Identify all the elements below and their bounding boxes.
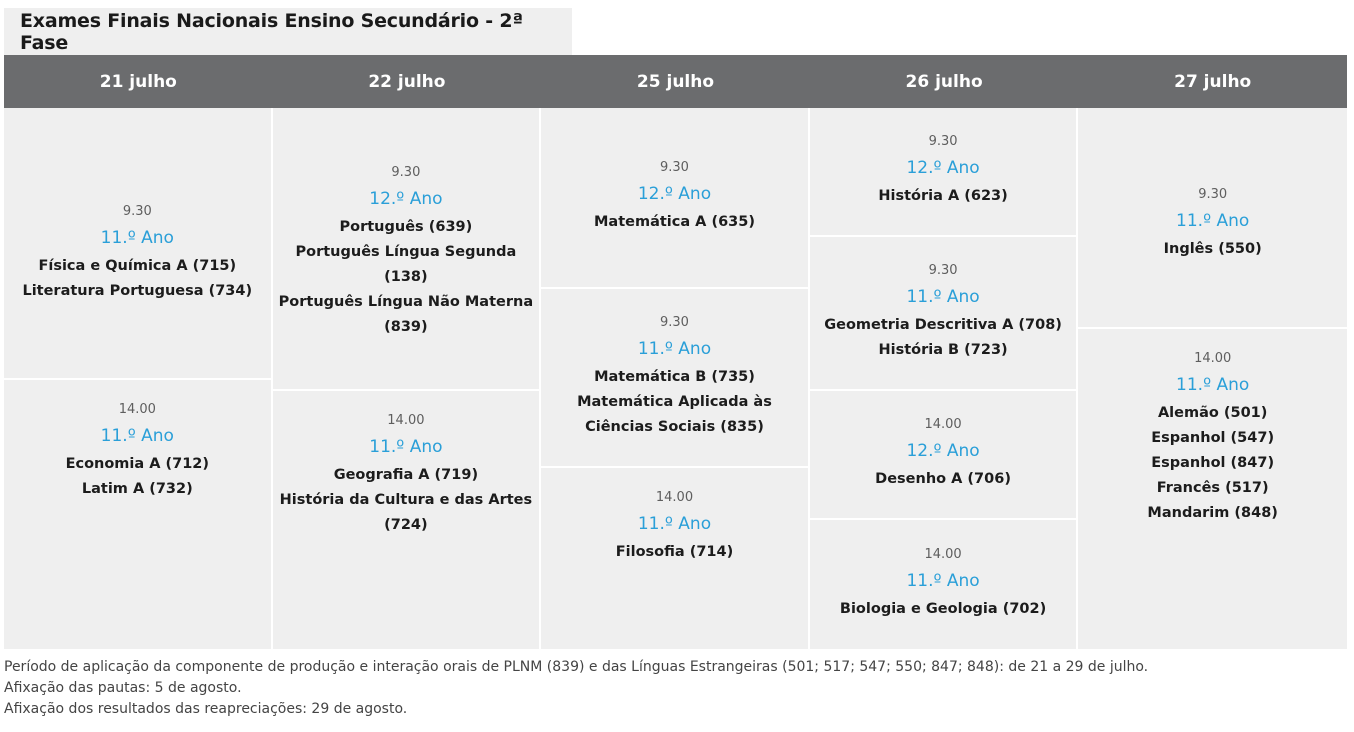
date-header-21: 21 julho	[99, 71, 177, 92]
slot-year: 11.º Ano	[906, 571, 980, 591]
subject: Desenho A (706)	[875, 471, 1011, 487]
subject: História da Cultura e das Artes	[279, 492, 533, 508]
slot-year: 11.º Ano	[637, 339, 712, 359]
page-title: Exames Finais Nacionais Ensino Secundári…	[4, 8, 572, 55]
exam-slot: 9.30 12.º Ano Matemática A (635)	[541, 108, 808, 289]
subject: Matemática Aplicada às	[577, 394, 772, 410]
slot-time: 9.30	[660, 160, 689, 175]
slot-year: 11.º Ano	[369, 437, 443, 457]
slot-year: 12.º Ano	[637, 184, 712, 204]
slot-year: 11.º Ano	[1176, 375, 1250, 395]
exam-slot: 14.00 11.º Ano Geografia A (719) Históri…	[272, 391, 540, 649]
day-column-26: 9.30 12.º Ano História A (623) 9.30 11.º…	[809, 108, 1079, 649]
slot-time: 14.00	[924, 417, 962, 432]
slot-time: 14.00	[924, 547, 962, 562]
subject: História B (723)	[878, 342, 1008, 358]
exam-slot: 9.30 12.º Ano História A (623)	[809, 108, 1077, 237]
exam-slot: 9.30 11.º Ano Geometria Descritiva A (70…	[809, 237, 1077, 391]
slot-time: 14.00	[655, 490, 694, 505]
subject: Português Língua Segunda (138)	[295, 244, 517, 285]
slot-year: 11.º Ano	[1176, 211, 1250, 231]
exam-slot: 14.00 11.º Ano Biologia e Geologia (702)	[809, 520, 1077, 649]
subject: Geografia A (719)	[333, 467, 479, 483]
slot-time: 14.00	[1194, 351, 1232, 366]
subject: Inglês (550)	[1163, 241, 1262, 257]
footnote: Afixação dos resultados das reapreciaçõe…	[4, 701, 408, 717]
exam-slot: 14.00 11.º Ano Alemão (501) Espanhol (54…	[1078, 329, 1347, 649]
subject: Matemática B (735)	[594, 369, 755, 385]
day-column-22: 9.30 12.º Ano Português (639) Português …	[272, 108, 542, 649]
subject: Biologia e Geologia (702)	[839, 601, 1047, 617]
slot-time: 9.30	[660, 315, 689, 330]
date-header-25: 25 julho	[636, 71, 715, 92]
day-column-27: 9.30 11.º Ano Inglês (550) 14.00 11.º An…	[1078, 108, 1347, 649]
subject: Espanhol (847)	[1151, 455, 1275, 471]
exam-slot: 14.00 12.º Ano Desenho A (706)	[809, 391, 1077, 520]
subject: Literatura Portuguesa (734)	[22, 283, 253, 299]
subject: Ciências Sociais (835)	[585, 419, 764, 435]
subject: Latim A (732)	[81, 481, 193, 497]
date-header-26: 26 julho	[905, 71, 983, 92]
slot-time: 9.30	[391, 165, 421, 180]
exam-slot: 9.30 11.º Ano Inglês (550)	[1078, 108, 1347, 329]
exam-slot: 9.30 12.º Ano Português (639) Português …	[272, 108, 540, 391]
exam-slot: 14.00 11.º Ano Filosofia (714)	[541, 468, 808, 649]
slot-time: 9.30	[122, 204, 152, 219]
subject: Física e Química A (715)	[38, 258, 237, 274]
slot-time: 9.30	[1198, 187, 1228, 202]
subject: Espanhol (547)	[1151, 430, 1275, 446]
subject: Português Língua Não Materna	[278, 294, 534, 310]
subject: História A (623)	[878, 188, 1008, 204]
slot-year: 12.º Ano	[906, 441, 980, 461]
day-column-25: 9.30 12.º Ano Matemática A (635) 9.30 11…	[541, 108, 810, 649]
exam-slot: 9.30 11.º Ano Matemática B (735) Matemát…	[541, 289, 808, 468]
slot-time: 9.30	[928, 134, 958, 149]
subject: (839)	[384, 319, 428, 335]
subject: Geometria Descritiva A (708)	[824, 317, 1062, 333]
slot-year: 12.º Ano	[906, 158, 980, 178]
slot-time: 9.30	[928, 263, 958, 278]
subject: Mandarim (848)	[1147, 505, 1278, 521]
slot-year: 11.º Ano	[637, 514, 712, 534]
date-header-22: 22 julho	[368, 71, 446, 92]
slot-year: 11.º Ano	[100, 426, 174, 446]
subject: Matemática A (635)	[593, 214, 755, 230]
subject: (724)	[384, 517, 428, 533]
schedule-grid: 9.30 11.º Ano Física e Química A (715) L…	[4, 108, 1347, 649]
subject: Francês (517)	[1156, 480, 1269, 496]
slot-year: 11.º Ano	[906, 287, 980, 307]
slot-time: 14.00	[387, 413, 425, 428]
footnote: Afixação das pautas: 5 de agosto.	[4, 680, 242, 696]
subject: Economia A (712)	[65, 456, 210, 472]
exam-slot: 14.00 11.º Ano Economia A (712) Latim A …	[4, 380, 271, 649]
footnotes: Período de aplicação da componente de pr…	[4, 657, 1349, 720]
day-column-21: 9.30 11.º Ano Física e Química A (715) L…	[4, 108, 273, 649]
date-header-27: 27 julho	[1174, 71, 1252, 92]
date-header-row: 21 julho 22 julho 25 julho 26 julho 27 j…	[4, 55, 1347, 108]
subject: Alemão (501)	[1157, 405, 1268, 421]
subject: Português (639)	[339, 219, 473, 235]
slot-year: 11.º Ano	[100, 228, 174, 248]
slot-time: 14.00	[118, 402, 156, 417]
exam-slot: 9.30 11.º Ano Física e Química A (715) L…	[4, 108, 271, 380]
subject: Filosofia (714)	[615, 544, 734, 560]
footnote: Período de aplicação da componente de pr…	[4, 659, 1149, 675]
slot-year: 12.º Ano	[369, 189, 443, 209]
